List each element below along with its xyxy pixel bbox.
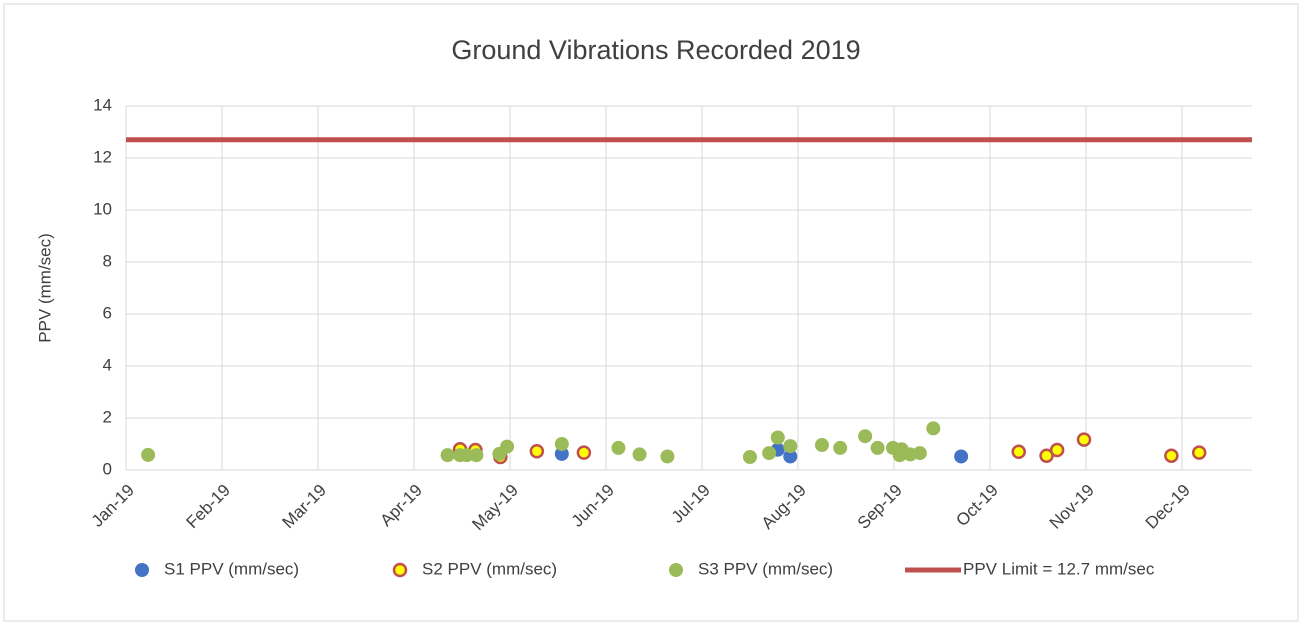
legend-marker [392,562,408,578]
marker [469,448,484,463]
marker [1049,442,1065,458]
marker [870,440,885,455]
chart-frame [3,3,1299,622]
y-tick-label: 8 [103,251,112,270]
marker [783,449,798,464]
y-tick-label: 10 [93,199,112,218]
y-axis-label: PPV (mm/sec) [35,233,54,343]
marker [500,439,515,454]
marker [554,437,569,451]
marker [459,448,474,463]
y-tick-label: 4 [103,355,112,374]
legend-marker [669,563,683,577]
marker [529,444,545,459]
y-tick-label: 2 [103,407,112,426]
marker [912,446,927,461]
marker [858,429,873,444]
marker [783,439,798,454]
marker [1011,444,1026,460]
marker [770,430,785,445]
marker [611,440,626,455]
legend-label: S3 PPV (mm/sec) [698,559,833,578]
marker [440,448,455,463]
marker [742,450,757,464]
y-tick-label: 6 [103,303,112,322]
marker [926,421,941,436]
marker [762,446,777,461]
legend-label: S1 PPV (mm/sec) [164,559,299,578]
marker [954,449,969,464]
legend-label: S2 PPV (mm/sec) [422,559,557,578]
marker [1039,448,1054,463]
marker [554,446,569,461]
marker [660,449,675,464]
y-tick-label: 12 [93,147,112,166]
marker [632,447,647,462]
marker [814,438,829,453]
marker [576,445,592,460]
legend-marker [135,563,149,577]
marker [1191,445,1207,460]
marker [141,447,156,462]
y-tick-label: 0 [103,459,112,478]
marker [1164,448,1179,463]
marker [833,440,848,455]
chart-title: Ground Vibrations Recorded 2019 [451,35,860,65]
marker [1076,432,1092,447]
legend-label: PPV Limit = 12.7 mm/sec [963,559,1155,578]
y-tick-label: 14 [93,95,112,114]
